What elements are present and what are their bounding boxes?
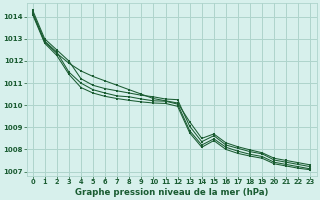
X-axis label: Graphe pression niveau de la mer (hPa): Graphe pression niveau de la mer (hPa): [75, 188, 268, 197]
